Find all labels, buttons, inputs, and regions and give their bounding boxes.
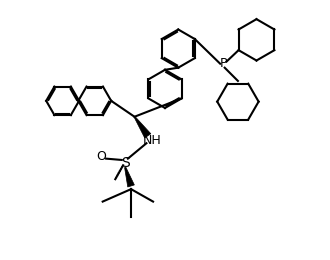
- Text: NH: NH: [143, 134, 162, 147]
- Polygon shape: [134, 116, 151, 138]
- Text: P: P: [219, 57, 227, 70]
- Polygon shape: [125, 167, 134, 187]
- Text: O: O: [96, 150, 106, 163]
- Text: S: S: [121, 156, 130, 170]
